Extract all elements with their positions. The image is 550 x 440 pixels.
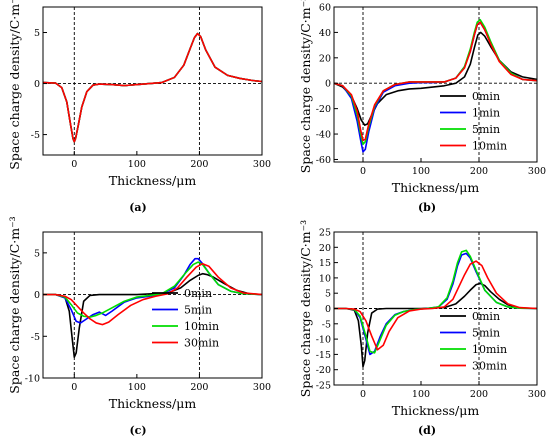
x-axis-title: Thickness/μm	[392, 180, 480, 195]
y-axis-title: Space charge density/C·m⁻³	[7, 216, 22, 393]
y-tick-label: -5	[31, 332, 40, 343]
x-tick-label: 0	[360, 389, 366, 400]
panel-label: (d)	[418, 424, 436, 437]
legend-label-30min: 30min	[184, 337, 219, 350]
x-tick-label: 200	[190, 159, 208, 170]
y-tick-label: -15	[316, 350, 331, 361]
y-tick-label: 20	[319, 243, 331, 254]
x-tick-label: 300	[528, 389, 546, 400]
chart-panel-3: 0 100 200 300 -10 -5 0 5 Thickness/μm Space charg…	[7, 216, 271, 437]
x-tick-label: 300	[253, 382, 271, 393]
chart-panel-1: 0 100 200 300 -5 0 5 Thickness/μm Space charge d…	[7, 0, 271, 214]
series-line-10min	[333, 21, 538, 142]
panel-label: (c)	[129, 424, 146, 437]
y-tick-label: 25	[319, 228, 331, 239]
x-tick-label: 200	[190, 382, 208, 393]
y-tick-label: 5	[34, 248, 40, 259]
x-tick-label: 100	[128, 159, 146, 170]
y-tick-label: -40	[316, 130, 331, 141]
plot-frame	[42, 231, 263, 379]
y-tick-label: 0	[325, 79, 331, 90]
x-axis-title: Thickness/μm	[392, 403, 480, 418]
legend-label-5min: 5min	[472, 123, 500, 136]
y-tick-label: -10	[25, 374, 40, 385]
y-tick-label: 40	[319, 28, 331, 39]
x-tick-label: 300	[253, 159, 271, 170]
y-tick-label: -25	[316, 381, 331, 392]
y-tick-label: 5	[325, 289, 331, 300]
x-tick-label: 100	[412, 166, 430, 177]
series-line-5min	[42, 32, 263, 143]
y-tick-label: 20	[319, 53, 331, 64]
y-tick-label: 15	[319, 258, 331, 269]
y-tick-label: -20	[316, 104, 331, 115]
legend-label-5min: 5min	[184, 304, 212, 317]
y-tick-label: -5	[322, 319, 331, 330]
y-tick-label: -5	[31, 130, 40, 141]
series-line-0min	[42, 32, 263, 143]
plot-frame	[333, 6, 538, 163]
y-tick-label: 10	[319, 273, 331, 284]
y-axis-title: Space charge density/C·m⁻³	[7, 0, 22, 170]
x-tick-label: 200	[470, 389, 488, 400]
legend-label-0min: 0min	[472, 310, 500, 323]
y-tick-label: 0	[34, 79, 40, 90]
legend-label-0min: 0min	[472, 90, 500, 103]
legend-label-10min: 10min	[184, 320, 219, 333]
x-tick-label: 100	[412, 389, 430, 400]
legend-label-30min: 30min	[472, 360, 507, 373]
x-axis-title: Thickness/μm	[109, 396, 197, 411]
series-line-30min	[43, 262, 263, 326]
y-tick-label: -10	[316, 335, 331, 346]
x-tick-label: 0	[71, 382, 77, 393]
x-tick-label: 0	[71, 159, 77, 170]
legend-label-1min: 1min	[472, 107, 500, 120]
legend-label-0min: 0min	[184, 287, 212, 300]
legend: 0min 1min 5min 10min	[440, 90, 507, 153]
y-tick-label: 0	[34, 290, 40, 301]
y-tick-label: 5	[34, 28, 40, 39]
y-tick-label: -60	[316, 155, 331, 166]
plot-frame	[42, 6, 263, 156]
y-tick-label: -20	[316, 365, 331, 376]
panel-label: (b)	[418, 201, 436, 214]
series-line-10min	[43, 261, 263, 318]
series-line-0min	[43, 272, 263, 358]
series-line-0min	[333, 31, 538, 126]
series-line-30min	[334, 260, 538, 351]
series-line-10min	[42, 32, 263, 143]
x-tick-label: 100	[128, 382, 146, 393]
x-tick-label: 0	[360, 166, 366, 177]
x-tick-label: 200	[470, 166, 488, 177]
y-axis-title: Space charge density/C·m⁻³	[298, 220, 313, 397]
y-tick-label: 0	[325, 304, 331, 315]
series-line-1min	[42, 32, 263, 143]
y-tick-label: 60	[319, 3, 331, 14]
x-tick-label: 300	[528, 166, 546, 177]
chart-panel-2: 0 100 200 300 -60 -40 -20 0 20 40 60 Thickness/μm Sp…	[298, 0, 546, 214]
legend-label-10min: 10min	[472, 140, 507, 153]
legend: 0min 5min 10min 30min	[152, 287, 219, 350]
x-axis-title: Thickness/μm	[109, 173, 197, 188]
chart-panel-4: 0 100 200 300 -25 -20 -15 -10 -5 0 5 10 15 20 25 Thickn…	[298, 220, 546, 437]
legend: 0min 5min 10min 30min	[440, 310, 507, 373]
legend-label-10min: 10min	[472, 343, 507, 356]
y-axis-title: Space charge density/C·m⁻³	[298, 0, 313, 173]
legend-label-5min: 5min	[472, 327, 500, 340]
panel-label: (a)	[129, 201, 147, 214]
